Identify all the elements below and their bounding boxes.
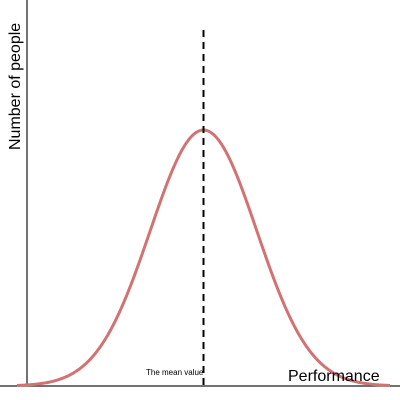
y-axis-label: Number of people — [7, 23, 24, 150]
x-axis-label: Performance — [288, 368, 380, 385]
mean-annotation: The mean value — [146, 368, 204, 377]
